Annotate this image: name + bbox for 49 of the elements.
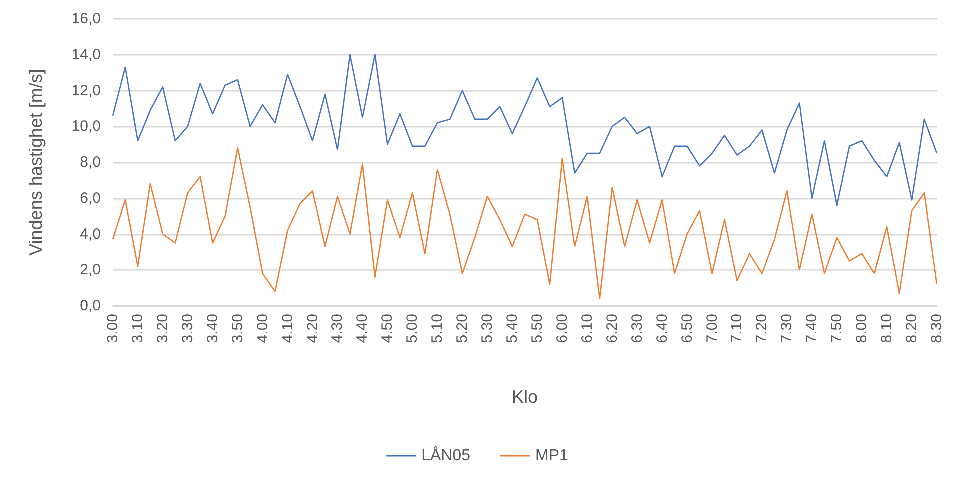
x-tick-label: 6.20 bbox=[604, 314, 621, 344]
x-tick-label: 4.30 bbox=[329, 314, 346, 344]
x-tick-label: 3.10 bbox=[129, 314, 146, 344]
x-tick-label: 3.30 bbox=[179, 314, 196, 344]
y-tick-label: 6,0 bbox=[80, 190, 101, 207]
y-tick-label: 4,0 bbox=[80, 226, 101, 243]
y-tick-label: 16,0 bbox=[72, 10, 101, 28]
legend-label: LÅN05 bbox=[422, 446, 471, 464]
y-tick-label: 8,0 bbox=[80, 154, 101, 171]
x-tick-label: 7.10 bbox=[728, 314, 746, 344]
x-tick-label: 4.20 bbox=[304, 314, 322, 344]
x-tick-label: 8.10 bbox=[878, 314, 896, 344]
x-tick-label: 7.20 bbox=[754, 314, 771, 344]
x-tick-label: 4.10 bbox=[279, 314, 296, 344]
x-tick-label: 4.50 bbox=[379, 314, 396, 344]
x-tick-label: 5.30 bbox=[479, 314, 496, 344]
x-tick-label: 7.50 bbox=[828, 314, 846, 344]
x-tick-label: 3.50 bbox=[229, 314, 246, 344]
x-tick-label: 5.20 bbox=[454, 314, 472, 344]
x-tick-label: 5.40 bbox=[504, 314, 522, 344]
x-tick-label: 6.00 bbox=[554, 314, 571, 344]
y-tick-label: 10,0 bbox=[72, 118, 101, 136]
x-tick-label: 5.50 bbox=[528, 314, 546, 344]
line-series bbox=[112, 54, 938, 206]
x-tick-label: 6.50 bbox=[678, 314, 696, 344]
x-tick-label: 6.10 bbox=[578, 314, 596, 344]
y-tick-label: 0,0 bbox=[80, 298, 101, 314]
x-axis-title: Klo bbox=[512, 387, 538, 407]
x-tick-label: 7.00 bbox=[704, 314, 721, 344]
line-series bbox=[112, 148, 938, 300]
x-tick-label: 7.40 bbox=[804, 314, 821, 344]
x-tick-label: 5.00 bbox=[404, 314, 422, 344]
x-tick-label: 4.40 bbox=[354, 314, 372, 344]
x-tick-label: 7.30 bbox=[778, 314, 796, 344]
x-tick-label: 5.10 bbox=[429, 314, 446, 344]
x-tick-label: 8.00 bbox=[854, 314, 871, 344]
y-tick-label: 2,0 bbox=[80, 262, 101, 279]
x-tick-label: 8.30 bbox=[928, 314, 946, 344]
x-tick-label: 3.40 bbox=[204, 314, 222, 344]
y-tick-label: 14,0 bbox=[72, 46, 101, 64]
x-tick-label: 8.20 bbox=[904, 314, 921, 344]
x-tick-label: 3.20 bbox=[154, 314, 172, 344]
x-tick-label: 4.00 bbox=[254, 314, 272, 344]
x-tick-label: 6.30 bbox=[628, 314, 646, 344]
x-tick-label: 6.40 bbox=[654, 314, 671, 344]
x-tick-label: 3.00 bbox=[104, 314, 122, 344]
legend-label: MP1 bbox=[536, 448, 569, 464]
y-tick-label: 12,0 bbox=[72, 82, 101, 100]
y-axis-title: Vindens hastighet [m/s] bbox=[26, 69, 46, 256]
